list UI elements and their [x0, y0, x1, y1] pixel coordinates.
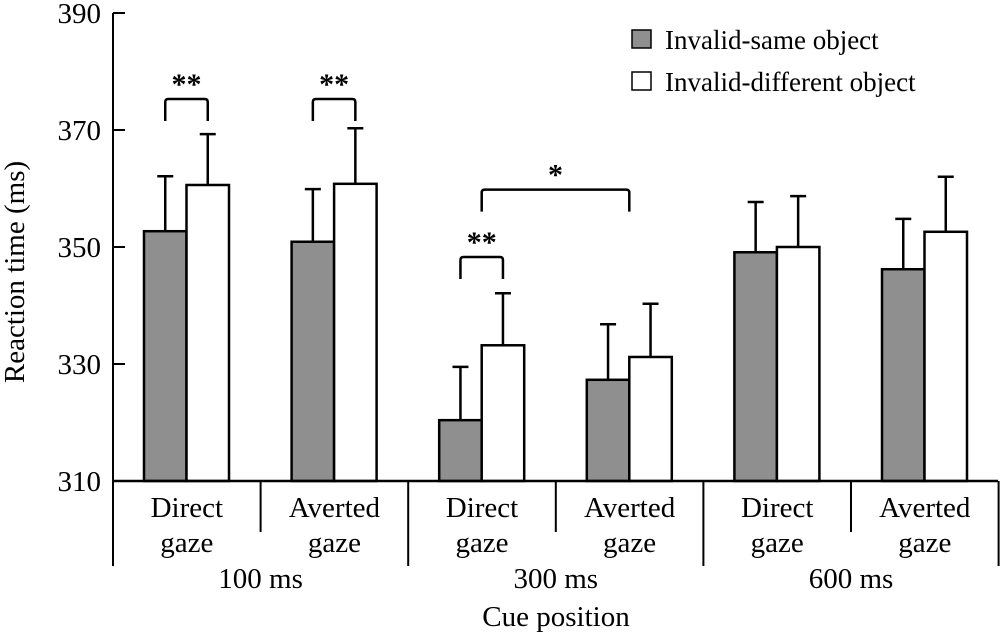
y-tick-label: 370 — [58, 115, 102, 147]
significance-label: ** — [319, 68, 349, 101]
category-label-line1: Direct — [741, 492, 813, 524]
bar — [880, 267, 926, 483]
legend-swatch-invalid-different — [631, 71, 652, 91]
legend-swatch-invalid-same — [631, 29, 652, 49]
category-label-line2: gaze — [898, 527, 951, 559]
bar — [733, 251, 779, 483]
category-label-line1: Averted — [879, 492, 971, 524]
significance-bracket — [480, 188, 631, 212]
category-label-line2: gaze — [603, 527, 656, 559]
bar — [923, 230, 969, 483]
significance-label: * — [548, 159, 563, 192]
bar — [585, 378, 631, 483]
significance-bracket — [164, 97, 209, 121]
bar — [142, 229, 188, 483]
bar — [628, 355, 674, 483]
significance-bracket — [311, 97, 357, 121]
bar — [775, 245, 821, 483]
y-axis-title: Reaction time (ms) — [0, 161, 31, 383]
group-label: 600 ms — [809, 563, 894, 595]
y-tick-label: 390 — [58, 0, 102, 30]
bar — [480, 344, 526, 483]
category-label-line2: gaze — [308, 527, 361, 559]
bar — [290, 240, 336, 483]
x-axis: DirectgazeAvertedgazeDirectgazeAvertedga… — [113, 479, 1000, 595]
category-label-line1: Averted — [584, 492, 676, 524]
y-tick-label: 310 — [58, 466, 102, 498]
y-tick-label: 350 — [58, 232, 102, 264]
y-tick-label: 330 — [58, 349, 102, 381]
bar — [437, 418, 483, 483]
bars — [142, 182, 969, 483]
legend: Invalid-same object Invalid-different ob… — [631, 25, 916, 97]
bar — [185, 183, 231, 483]
category-label-line1: Direct — [446, 492, 518, 524]
significance-label: ** — [172, 68, 202, 101]
category-label-line1: Averted — [289, 492, 381, 524]
group-label: 300 ms — [514, 563, 599, 595]
significance-brackets: ** ***** — [164, 68, 631, 279]
category-label-line2: gaze — [160, 527, 213, 559]
legend-label-invalid-same: Invalid-same object — [665, 25, 879, 55]
legend-label-invalid-different: Invalid-different object — [665, 67, 916, 97]
bar — [332, 182, 378, 483]
y-axis: 310 330 350 370 390 — [58, 0, 125, 566]
category-label-line2: gaze — [455, 527, 508, 559]
group-label: 100 ms — [218, 563, 303, 595]
x-axis-title: Cue position — [482, 601, 630, 633]
category-label-line1: Direct — [151, 492, 223, 524]
error-bars — [157, 126, 954, 421]
significance-bracket — [459, 255, 505, 279]
category-label-line2: gaze — [751, 527, 804, 559]
significance-label: ** — [467, 226, 497, 259]
